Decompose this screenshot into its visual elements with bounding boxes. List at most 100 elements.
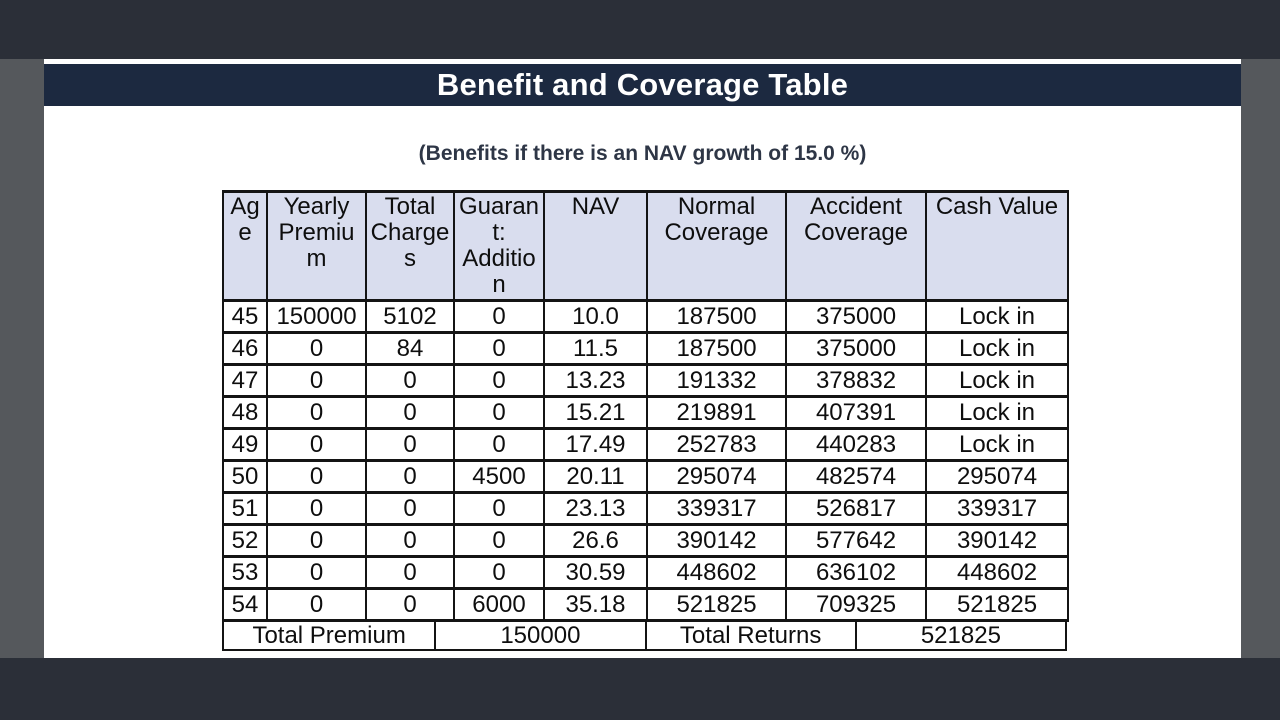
table-cell: 0 — [453, 363, 545, 398]
total-premium-value: 150000 — [434, 622, 644, 649]
header-row: Age Yearly Premium Total Charges Guarant: A… — [222, 190, 1069, 302]
table-cell: 521825 — [646, 587, 787, 622]
table-cell: 6000 — [453, 587, 545, 622]
table-row: 48 0 0 0 15.21 219891 407391 Lock in — [222, 395, 1069, 430]
table-cell: 375000 — [785, 299, 927, 334]
table-cell: 339317 — [925, 491, 1069, 526]
table-cell: 35.18 — [543, 587, 648, 622]
table-cell: 84 — [365, 331, 455, 366]
table-cell: 375000 — [785, 331, 927, 366]
table-cell: Lock in — [925, 395, 1069, 430]
table-cell: 0 — [453, 427, 545, 462]
column-header: Total Charges — [365, 190, 455, 302]
table-cell: 48 — [222, 395, 268, 430]
table-row: 49 0 0 0 17.49 252783 440283 Lock in — [222, 427, 1069, 462]
table-cell: 577642 — [785, 523, 927, 558]
total-returns-label: Total Returns — [644, 622, 855, 649]
table-cell: 0 — [365, 395, 455, 430]
table-row: 54 0 0 6000 35.18 521825 709325 521825 — [222, 587, 1069, 622]
table-cell: 526817 — [785, 491, 927, 526]
table-cell: 23.13 — [543, 491, 648, 526]
table-cell: 0 — [453, 331, 545, 366]
benefit-table-wrap: Age Yearly Premium Total Charges Guarant: A… — [222, 190, 1069, 651]
table-cell: 0 — [453, 555, 545, 590]
table-cell: 482574 — [785, 459, 927, 494]
table-cell: 0 — [266, 395, 367, 430]
table-row: 46 0 84 0 11.5 187500 375000 Lock in — [222, 331, 1069, 366]
table-cell: 47 — [222, 363, 268, 398]
title-bar: Benefit and Coverage Table — [44, 64, 1241, 106]
benefit-coverage-table: Age Yearly Premium Total Charges Guarant: A… — [222, 190, 1069, 622]
table-cell: 0 — [365, 491, 455, 526]
document-page: Benefit and Coverage Table (Benefits if … — [44, 59, 1241, 658]
table-cell: 0 — [365, 587, 455, 622]
table-cell: 0 — [266, 459, 367, 494]
table-cell: 448602 — [925, 555, 1069, 590]
table-cell: 26.6 — [543, 523, 648, 558]
table-row: 47 0 0 0 13.23 191332 378832 Lock in — [222, 363, 1069, 398]
table-cell: 191332 — [646, 363, 787, 398]
table-cell: 0 — [365, 459, 455, 494]
table-cell: 4500 — [453, 459, 545, 494]
table-cell: 52 — [222, 523, 268, 558]
column-header: Guarant: Addition — [453, 190, 545, 302]
table-cell: 0 — [266, 363, 367, 398]
table-cell: 636102 — [785, 555, 927, 590]
table-cell: 11.5 — [543, 331, 648, 366]
table-row: 53 0 0 0 30.59 448602 636102 448602 — [222, 555, 1069, 590]
total-premium-label: Total Premium — [252, 621, 406, 649]
totals-row: Total Premium 150000 Total Returns 52182… — [222, 619, 1067, 651]
table-cell: 17.49 — [543, 427, 648, 462]
table-cell: 0 — [365, 363, 455, 398]
page-title: Benefit and Coverage Table — [436, 67, 849, 102]
table-cell: 440283 — [785, 427, 927, 462]
table-cell: Lock in — [925, 427, 1069, 462]
column-header: Age — [222, 190, 268, 302]
table-cell: 252783 — [646, 427, 787, 462]
table-cell: 51 — [222, 491, 268, 526]
table-cell: 219891 — [646, 395, 787, 430]
table-cell: 0 — [266, 331, 367, 366]
table-cell: 0 — [266, 587, 367, 622]
table-cell: Lock in — [925, 331, 1069, 366]
table-cell: 448602 — [646, 555, 787, 590]
column-header: Cash Value — [925, 190, 1069, 302]
column-header: Yearly Premium — [266, 190, 367, 302]
table-cell: 20.11 — [543, 459, 648, 494]
table-cell: 30.59 — [543, 555, 648, 590]
table-cell: 45 — [222, 299, 268, 334]
viewer-background: Benefit and Coverage Table (Benefits if … — [0, 59, 1280, 658]
table-cell: 54 — [222, 587, 268, 622]
column-header: Accident Coverage — [785, 190, 927, 302]
table-cell: 0 — [365, 523, 455, 558]
column-header: Normal Coverage — [646, 190, 787, 302]
table-cell: 709325 — [785, 587, 927, 622]
table-cell: 50 — [222, 459, 268, 494]
table-cell: 521825 — [925, 587, 1069, 622]
table-cell: 5102 — [365, 299, 455, 334]
table-row: 50 0 0 4500 20.11 295074 482574 295074 — [222, 459, 1069, 494]
table-cell: 0 — [453, 395, 545, 430]
table-cell: 295074 — [646, 459, 787, 494]
table-cell: Lock in — [925, 363, 1069, 398]
nav-growth-subtitle: (Benefits if there is an NAV growth of 1… — [418, 142, 867, 165]
total-returns-value: 521825 — [854, 622, 1065, 649]
table-cell: 390142 — [925, 523, 1069, 558]
table-cell: Lock in — [925, 299, 1069, 334]
table-cell: 13.23 — [543, 363, 648, 398]
table-cell: 390142 — [646, 523, 787, 558]
table-cell: 0 — [453, 299, 545, 334]
table-cell: 378832 — [785, 363, 927, 398]
table-cell: 0 — [266, 491, 367, 526]
table-cell: 0 — [266, 427, 367, 462]
table-cell: 53 — [222, 555, 268, 590]
table-cell: 0 — [453, 491, 545, 526]
table-cell: 10.0 — [543, 299, 648, 334]
table-cell: 15.21 — [543, 395, 648, 430]
table-cell: 0 — [365, 427, 455, 462]
table-cell: 295074 — [925, 459, 1069, 494]
table-cell: 407391 — [785, 395, 927, 430]
table-cell: 339317 — [646, 491, 787, 526]
table-cell: 187500 — [646, 331, 787, 366]
